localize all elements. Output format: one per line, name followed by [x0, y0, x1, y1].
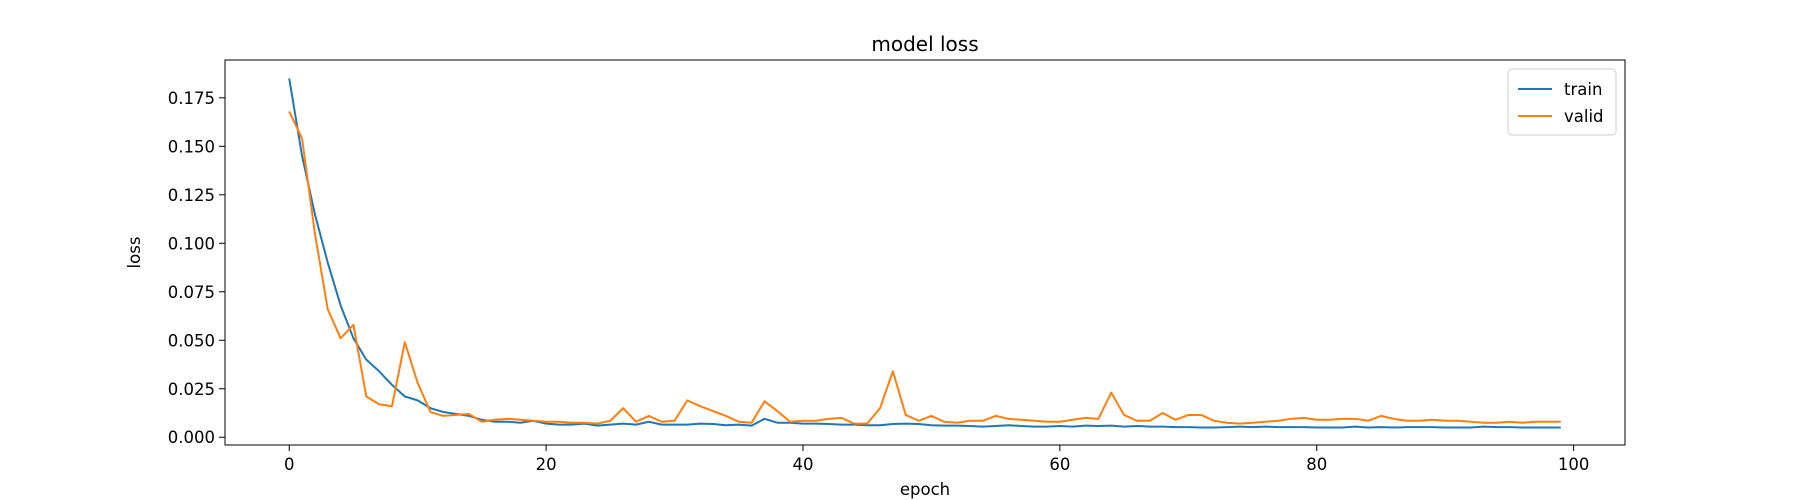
- y-axis-title: loss: [125, 237, 144, 269]
- y-tick-label: 0.025: [168, 380, 215, 399]
- x-axis-title: epoch: [900, 480, 950, 499]
- legend-box: [1507, 68, 1617, 136]
- legend-label-train: train: [1564, 80, 1602, 99]
- series-layer: [288, 78, 1561, 429]
- plot-area-frame: [224, 59, 1626, 446]
- y-tick-label: 0.050: [168, 331, 215, 350]
- x-tick-label: 80: [1306, 455, 1327, 474]
- series-line-train: [288, 78, 1561, 429]
- y-tick-label: 0.150: [168, 137, 215, 156]
- legend: train valid: [1507, 68, 1617, 136]
- x-tick-label: 60: [1049, 455, 1070, 474]
- chart-title: model loss: [871, 32, 978, 56]
- x-tick-label: 100: [1558, 455, 1590, 474]
- x-tick-label: 20: [536, 455, 557, 474]
- y-tick-label: 0.100: [168, 234, 215, 253]
- x-tick-label: 40: [792, 455, 813, 474]
- x-tick-label: 0: [284, 455, 295, 474]
- y-tick-label: 0.125: [168, 186, 215, 205]
- series-line-valid: [288, 110, 1561, 425]
- y-tick-label: 0.175: [168, 89, 215, 108]
- legend-label-valid: valid: [1564, 107, 1604, 126]
- y-tick-label: 0.000: [168, 428, 215, 447]
- x-axis-ticks: 0 20 40 60 80 100: [284, 445, 1589, 474]
- y-tick-label: 0.075: [168, 283, 215, 302]
- y-axis-ticks: 0.000 0.025 0.050 0.075 0.100 0.125 0.150 0.175: [168, 89, 225, 447]
